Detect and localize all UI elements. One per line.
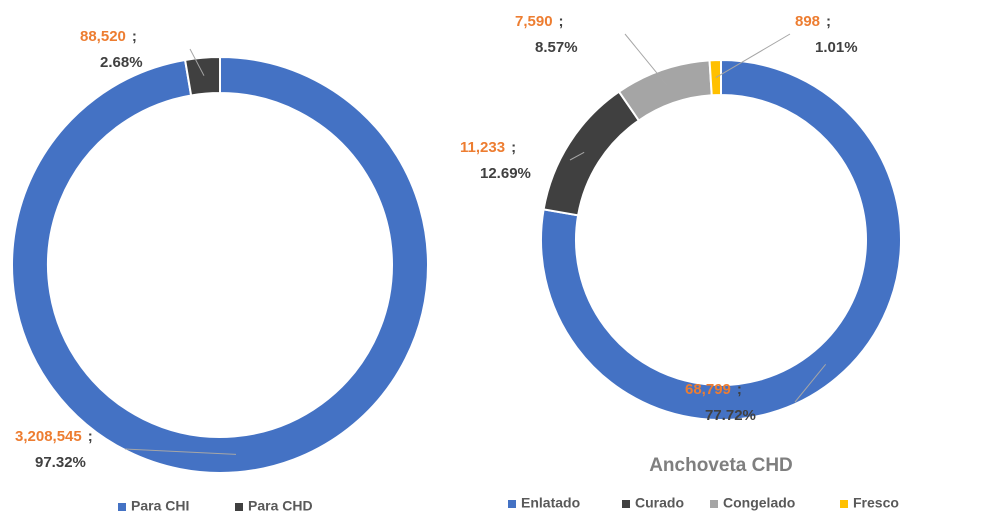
leader-line bbox=[189, 48, 205, 76]
separator: ; bbox=[132, 28, 137, 45]
leader-line bbox=[569, 151, 585, 161]
percent-label: 8.57% bbox=[535, 39, 578, 56]
value-label: 68,799 bbox=[685, 381, 731, 398]
data-label: 7,590; bbox=[515, 13, 564, 30]
separator: ; bbox=[88, 428, 93, 445]
value-label: 11,233 bbox=[460, 139, 505, 156]
legend-marker bbox=[118, 503, 126, 511]
percent-label: 2.68% bbox=[100, 54, 143, 71]
legend-marker bbox=[622, 500, 630, 508]
value-label: 898 bbox=[795, 13, 820, 30]
legend-label: Para CHD bbox=[248, 498, 313, 514]
leader-line bbox=[715, 33, 791, 79]
legend-marker bbox=[508, 500, 516, 508]
data-label: 11,233; bbox=[460, 139, 516, 156]
separator: ; bbox=[737, 381, 742, 398]
data-label: 88,520; bbox=[80, 28, 137, 45]
legend-marker bbox=[710, 500, 718, 508]
leader-line bbox=[794, 363, 827, 403]
percent-label: 77.72% bbox=[705, 407, 756, 424]
separator: ; bbox=[826, 13, 831, 30]
separator: ; bbox=[511, 139, 516, 156]
donut-slice bbox=[540, 58, 902, 421]
legend-label: Congelado bbox=[723, 495, 795, 511]
chart-title: Anchoveta CHD bbox=[649, 455, 793, 476]
legend-marker bbox=[235, 503, 243, 511]
legend-label: Enlatado bbox=[521, 495, 580, 511]
separator: ; bbox=[559, 13, 564, 30]
donut-slice bbox=[183, 55, 221, 97]
data-label: 68,799; bbox=[685, 381, 742, 398]
leader-line bbox=[124, 448, 237, 455]
donut-slice bbox=[542, 90, 641, 217]
value-label: 7,590 bbox=[515, 13, 553, 30]
percent-label: 97.32% bbox=[35, 454, 86, 471]
legend-label: Curado bbox=[635, 495, 684, 511]
donut-slice bbox=[708, 58, 722, 97]
legend-label: Fresco bbox=[853, 495, 899, 511]
value-label: 88,520 bbox=[80, 28, 126, 45]
percent-label: 1.01% bbox=[815, 39, 858, 56]
data-label: 3,208,545; bbox=[15, 428, 93, 445]
percent-label: 12.69% bbox=[480, 165, 531, 182]
data-label: 898; bbox=[795, 13, 831, 30]
legend-label: Para CHI bbox=[131, 498, 189, 514]
leader-line bbox=[624, 33, 669, 87]
legend-marker bbox=[840, 500, 848, 508]
value-label: 3,208,545 bbox=[15, 428, 82, 445]
donut-slice bbox=[11, 55, 429, 474]
donut-slice bbox=[617, 59, 713, 122]
